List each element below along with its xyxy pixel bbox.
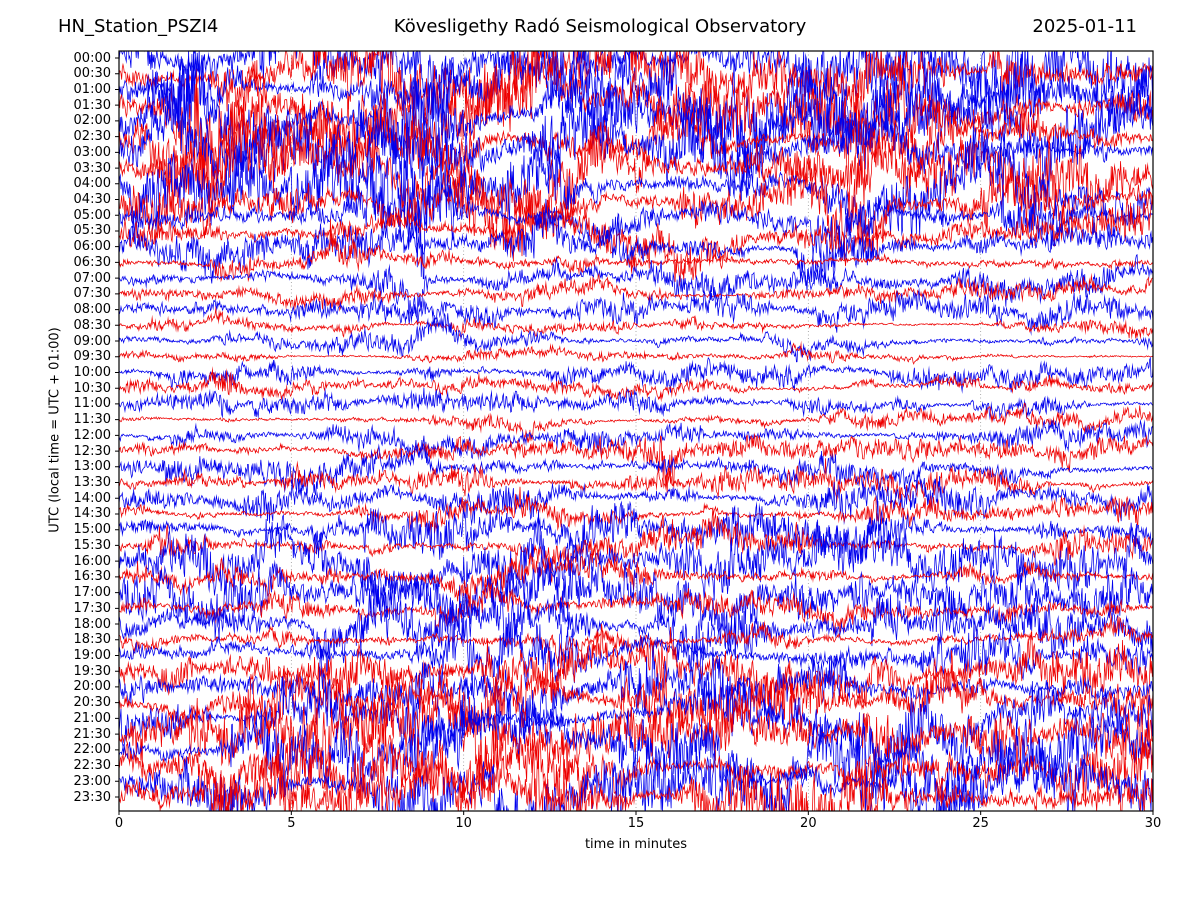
y-tick-label: 13:00 xyxy=(73,459,111,475)
x-tick-label: 25 xyxy=(972,816,989,831)
y-tick-label: 03:00 xyxy=(73,144,111,160)
y-tick-label: 20:00 xyxy=(73,679,111,695)
y-tick-label: 20:30 xyxy=(73,695,111,711)
y-tick-label: 16:00 xyxy=(73,553,111,569)
y-tick-label: 08:30 xyxy=(73,317,111,333)
y-tick-label: 17:30 xyxy=(73,600,111,616)
y-tick-label: 11:30 xyxy=(73,412,111,428)
y-tick-label: 22:00 xyxy=(73,742,111,758)
y-tick-label: 04:00 xyxy=(73,176,111,192)
y-tick-label: 10:30 xyxy=(73,380,111,396)
y-tick-label: 19:00 xyxy=(73,647,111,663)
y-tick-label: 09:00 xyxy=(73,333,111,349)
y-tick-label: 10:00 xyxy=(73,364,111,380)
y-axis-label: UTC (local time = UTC + 01:00) xyxy=(47,327,63,533)
x-tick-label: 0 xyxy=(114,816,124,831)
x-tick-label: 15 xyxy=(627,816,645,831)
y-tick-label: 22:30 xyxy=(73,758,111,774)
y-tick-label: 00:30 xyxy=(73,66,111,82)
y-tick-label: 21:00 xyxy=(73,710,111,726)
y-tick-label: 02:00 xyxy=(73,113,111,129)
y-tick-label: 04:30 xyxy=(73,192,111,207)
y-tick-label: 11:00 xyxy=(73,396,111,412)
observatory-title: Kövesligethy Radó Seismological Observat… xyxy=(393,16,807,37)
y-tick-label: 00:00 xyxy=(73,50,111,66)
y-tick-label: 01:00 xyxy=(73,81,111,97)
y-tick-label: 03:30 xyxy=(73,160,111,176)
y-tick-label: 15:30 xyxy=(73,537,111,553)
x-tick-label: 20 xyxy=(800,816,817,831)
y-tick-label: 12:00 xyxy=(73,427,111,443)
y-tick-label: 01:30 xyxy=(73,97,111,113)
x-tick-label: 5 xyxy=(287,816,296,831)
y-tick-label: 17:00 xyxy=(73,585,111,601)
date-title: 2025-01-11 xyxy=(1032,16,1137,37)
y-tick-label: 06:00 xyxy=(73,239,111,255)
y-tick-label: 12:30 xyxy=(73,443,111,459)
y-tick-label: 14:30 xyxy=(73,506,111,522)
y-tick-label: 06:30 xyxy=(73,254,111,270)
x-tick-label: 10 xyxy=(455,816,472,831)
y-tick-label: 05:00 xyxy=(73,207,111,223)
y-tick-label: 21:30 xyxy=(73,726,111,742)
y-tick-label: 08:00 xyxy=(73,302,111,318)
y-tick-label: 23:00 xyxy=(73,773,111,789)
y-tick-label: 13:30 xyxy=(73,475,111,491)
y-tick-label: 14:00 xyxy=(73,490,111,506)
seismogram-plot-canvas xyxy=(105,43,1167,823)
y-tick-label: 07:30 xyxy=(73,286,111,302)
y-tick-label: 02:30 xyxy=(73,129,111,145)
y-tick-label: 18:30 xyxy=(73,632,111,648)
x-axis-label: time in minutes xyxy=(584,837,688,852)
y-tick-label: 15:00 xyxy=(73,522,111,538)
y-tick-label: 23:30 xyxy=(73,789,111,805)
y-tick-label: 07:00 xyxy=(73,270,111,286)
y-tick-label: 18:00 xyxy=(73,616,111,632)
station-title: HN_Station_PSZI4 xyxy=(58,16,219,37)
y-tick-label: 16:30 xyxy=(73,569,111,585)
y-tick-label: 05:30 xyxy=(73,223,111,239)
y-tick-label: 09:30 xyxy=(73,349,111,365)
x-tick-label: 30 xyxy=(1144,816,1162,831)
y-tick-label: 19:30 xyxy=(73,663,111,679)
